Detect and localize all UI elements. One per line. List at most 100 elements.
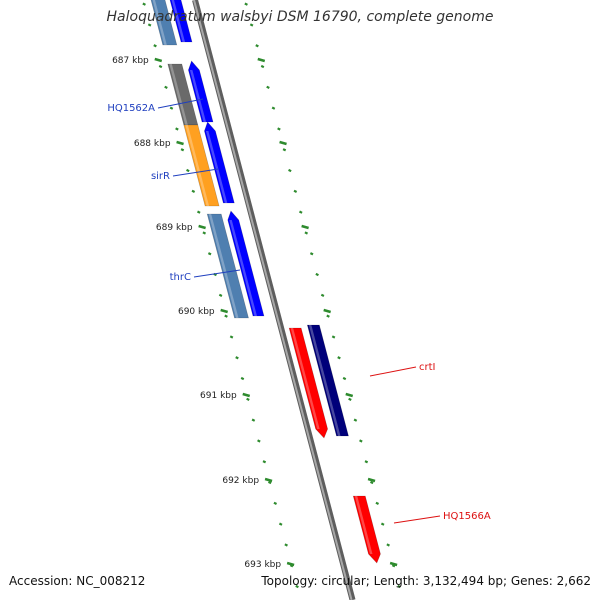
- tick-dot-right: [315, 272, 319, 277]
- tick-dot-left: [240, 376, 245, 381]
- tick-dot-right: [282, 148, 287, 152]
- tick-dot-left: [180, 148, 185, 152]
- tick-dot-left: [229, 335, 234, 339]
- tick-label: 690 kbp: [178, 307, 215, 317]
- tick-label: 692 kbp: [222, 476, 259, 486]
- tick-dot-left: [142, 2, 146, 6]
- tick-label: 687 kbp: [112, 56, 149, 66]
- tick-dot-right: [342, 376, 347, 381]
- gene-arrow-hq1562a: [188, 60, 214, 123]
- tick-dot-right: [320, 293, 325, 297]
- tick-dot-right: [298, 210, 303, 214]
- tick-dot-right: [397, 584, 401, 589]
- tick-dot-right: [326, 314, 330, 318]
- gene-box-thrc: [206, 213, 249, 319]
- tick-dot-left: [158, 64, 163, 69]
- tick-dot-left: [284, 543, 288, 547]
- tick-dot-right: [277, 127, 281, 131]
- tick-dot-left: [196, 210, 201, 214]
- gene-arrow-thrc: [227, 210, 265, 317]
- tick-label: 693 kbp: [244, 560, 281, 570]
- tick-label: 688 kbp: [134, 139, 171, 149]
- tick-dot-right: [380, 522, 385, 526]
- tick-dot-left: [191, 189, 196, 193]
- tick-dot-right: [249, 23, 254, 27]
- tick-dot-right: [331, 335, 336, 339]
- tick-dot-left: [267, 480, 272, 485]
- gene-box-sirr-shine: [185, 125, 210, 206]
- tick-label: 689 kbp: [156, 223, 193, 233]
- major-tick-left: [154, 57, 163, 63]
- gene-label-leader: [172, 168, 219, 177]
- gene-label-leader: [393, 515, 441, 524]
- tick-dot-right: [337, 356, 341, 360]
- major-tick-right: [345, 392, 354, 398]
- gene-arrow-crti: [288, 327, 328, 439]
- major-tick-right: [323, 308, 332, 314]
- gene-box-top: [150, 0, 178, 46]
- topology-text: Topology: circular; Length: 3,132,494 bp…: [261, 574, 591, 588]
- tick-dot-left: [202, 231, 207, 235]
- gene-arrow-crti-shine: [290, 328, 320, 429]
- tick-dot-left: [295, 584, 299, 589]
- tick-dot-right: [369, 480, 374, 485]
- tick-dot-left: [273, 501, 278, 505]
- major-tick-left: [198, 224, 206, 230]
- major-tick-right: [301, 224, 309, 230]
- gene-arrow-top: [169, 0, 193, 43]
- tick-dot-right: [255, 44, 259, 48]
- major-tick-right: [279, 140, 287, 146]
- major-tick-right: [389, 561, 398, 567]
- gene-label: crtI: [419, 362, 435, 373]
- tick-dot-left: [262, 460, 267, 464]
- major-tick-left: [264, 477, 273, 483]
- gene-arrow-thrc-shine: [229, 220, 257, 316]
- tick-dot-right: [260, 64, 265, 69]
- gene-arrow-hq1566a: [352, 495, 381, 564]
- tick-dot-right: [348, 397, 352, 401]
- tick-dot-right: [375, 501, 380, 505]
- major-tick-right: [367, 477, 376, 483]
- gene-label: HQ1562A: [107, 103, 155, 114]
- tick-dot-right: [244, 2, 248, 6]
- gene-box-thrc-shine: [208, 214, 239, 318]
- tick-dot-left: [207, 252, 212, 256]
- tick-dot-right: [288, 168, 292, 173]
- tick-dot-right: [391, 564, 396, 568]
- backbone-highlight: [193, 0, 353, 601]
- major-tick-left: [220, 308, 229, 314]
- gene-box-hq1562a-shine: [169, 64, 188, 125]
- map-title: Haloquadratum walsbyi DSM 16790, complet…: [106, 9, 494, 25]
- tick-dot-left: [218, 293, 223, 297]
- tick-dot-left: [186, 168, 190, 173]
- tick-dot-left: [235, 356, 239, 360]
- tick-dot-left: [278, 522, 283, 526]
- gene-arrow-sirr-shine: [205, 131, 228, 203]
- tick-dot-right: [304, 231, 309, 235]
- tick-dot-left: [257, 439, 261, 443]
- accession-text: Accession: NC_008212: [9, 574, 146, 588]
- gene-box-top-shine: [152, 0, 167, 45]
- gene-box-sirr: [183, 124, 220, 207]
- gene-label-leader: [193, 269, 241, 278]
- tick-dot-right: [386, 543, 390, 547]
- gene-label-leader: [369, 366, 417, 377]
- major-tick-left: [176, 140, 184, 146]
- tick-dot-left: [169, 106, 174, 110]
- tick-dot-right: [266, 85, 270, 89]
- gene-box-crti-shine: [308, 325, 341, 436]
- tick-dot-left: [246, 397, 250, 401]
- tick-dot-right: [359, 439, 363, 443]
- tick-dot-right: [309, 252, 314, 256]
- gene-arrow-hq1562a-shine: [189, 70, 207, 122]
- tick-dot-left: [251, 418, 256, 422]
- tick-dot-left: [175, 127, 179, 131]
- tick-dot-right: [364, 460, 369, 464]
- gene-arrow-top-shine: [171, 0, 186, 42]
- tick-dot-left: [153, 44, 157, 48]
- gene-arrow-sirr: [204, 121, 235, 204]
- major-tick-left: [286, 561, 295, 567]
- major-tick-left: [242, 392, 251, 398]
